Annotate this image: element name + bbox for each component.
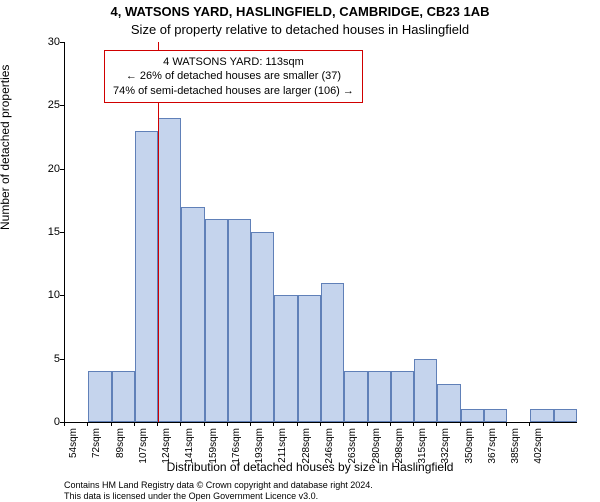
y-tick-mark [60, 232, 64, 233]
x-tick-mark [367, 422, 368, 426]
histogram-bar [461, 409, 484, 422]
x-tick-label: 246sqm [324, 428, 335, 464]
x-tick-label: 263sqm [347, 428, 358, 464]
x-tick-mark [390, 422, 391, 426]
histogram-bar [274, 295, 297, 422]
histogram-bar [205, 219, 228, 422]
x-tick-mark [297, 422, 298, 426]
x-tick-label: 280sqm [371, 428, 382, 464]
property-info-box: 4 WATSONS YARD: 113sqm← 26% of detached … [104, 50, 363, 103]
x-tick-label: 124sqm [161, 428, 172, 464]
info-box-line: 74% of semi-detached houses are larger (… [113, 84, 354, 98]
footer-line1: Contains HM Land Registry data © Crown c… [64, 480, 373, 491]
x-tick-label: 89sqm [115, 428, 126, 458]
x-tick-label: 367sqm [487, 428, 498, 464]
x-tick-label: 159sqm [208, 428, 219, 464]
y-tick-label: 0 [32, 416, 60, 428]
histogram-bar [414, 359, 437, 422]
histogram-bar [135, 131, 158, 422]
info-box-line: ← 26% of detached houses are smaller (37… [113, 69, 354, 83]
x-tick-label: 211sqm [277, 428, 288, 463]
x-tick-label: 176sqm [231, 428, 242, 464]
histogram-bar [158, 118, 181, 422]
y-tick-mark [60, 359, 64, 360]
histogram-bar [112, 371, 135, 422]
x-tick-mark [111, 422, 112, 426]
x-tick-mark [483, 422, 484, 426]
histogram-bar [484, 409, 507, 422]
x-tick-label: 141sqm [184, 428, 195, 464]
y-tick-label: 30 [32, 36, 60, 48]
x-tick-label: 332sqm [440, 428, 451, 464]
y-tick-label: 10 [32, 289, 60, 301]
y-tick-mark [60, 295, 64, 296]
histogram-bar [181, 207, 204, 422]
x-tick-mark [87, 422, 88, 426]
x-tick-mark [413, 422, 414, 426]
x-tick-label: 228sqm [301, 428, 312, 464]
y-tick-mark [60, 105, 64, 106]
chart-title-address: 4, WATSONS YARD, HASLINGFIELD, CAMBRIDGE… [0, 4, 600, 19]
y-tick-label: 25 [32, 99, 60, 111]
x-tick-label: 72sqm [91, 428, 102, 458]
y-tick-mark [60, 169, 64, 170]
x-tick-mark [529, 422, 530, 426]
x-tick-mark [506, 422, 507, 426]
x-tick-mark [436, 422, 437, 426]
histogram-bar [251, 232, 274, 422]
x-tick-mark [134, 422, 135, 426]
x-tick-mark [64, 422, 65, 426]
x-tick-label: 385sqm [510, 428, 521, 464]
histogram-bar [391, 371, 414, 422]
x-tick-mark [250, 422, 251, 426]
y-tick-label: 5 [32, 353, 60, 365]
x-tick-label: 298sqm [394, 428, 405, 464]
x-tick-label: 193sqm [254, 428, 265, 464]
histogram-bar [554, 409, 577, 422]
histogram-bar [437, 384, 460, 422]
y-tick-mark [60, 42, 64, 43]
x-tick-label: 315sqm [417, 428, 428, 464]
x-tick-mark [320, 422, 321, 426]
x-tick-label: 107sqm [138, 428, 149, 464]
y-tick-label: 20 [32, 163, 60, 175]
x-tick-mark [227, 422, 228, 426]
histogram-bar [228, 219, 251, 422]
y-tick-label: 15 [32, 226, 60, 238]
info-box-line: 4 WATSONS YARD: 113sqm [113, 55, 354, 69]
x-tick-label: 54sqm [68, 428, 79, 458]
histogram-bar [321, 283, 344, 422]
x-tick-mark [273, 422, 274, 426]
histogram-bar [298, 295, 321, 422]
chart-title-desc: Size of property relative to detached ho… [0, 22, 600, 37]
x-tick-mark [204, 422, 205, 426]
x-tick-label: 350sqm [464, 428, 475, 464]
x-tick-mark [180, 422, 181, 426]
x-tick-mark [157, 422, 158, 426]
histogram-bar [368, 371, 391, 422]
histogram-bar [88, 371, 111, 422]
x-tick-mark [343, 422, 344, 426]
y-axis-label: Number of detached properties [0, 65, 12, 230]
x-tick-mark [460, 422, 461, 426]
histogram-bar [344, 371, 367, 422]
histogram-bar [530, 409, 553, 422]
x-tick-label: 402sqm [533, 428, 544, 464]
chart-footer: Contains HM Land Registry data © Crown c… [64, 480, 373, 502]
